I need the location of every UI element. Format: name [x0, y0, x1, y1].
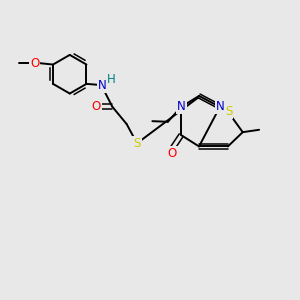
Text: N: N [98, 79, 106, 92]
Text: S: S [225, 105, 232, 118]
Text: S: S [133, 137, 141, 150]
Text: O: O [168, 147, 177, 161]
Text: O: O [30, 57, 39, 70]
Text: O: O [92, 100, 101, 113]
Text: H: H [106, 73, 115, 86]
Text: N: N [177, 100, 186, 113]
Text: N: N [215, 100, 224, 113]
